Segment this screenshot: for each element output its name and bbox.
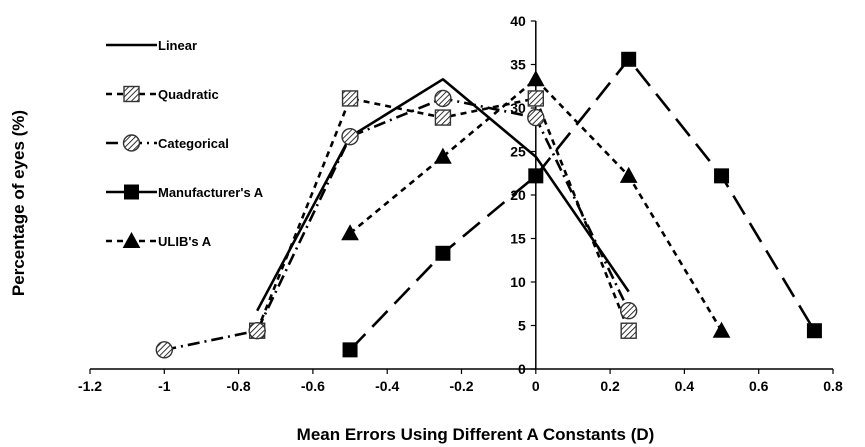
data-point (248, 322, 266, 340)
data-point (527, 108, 545, 127)
x-tick-label: 0.2 (600, 378, 620, 394)
x-tick-label: -0.8 (227, 378, 251, 394)
legend-item: Linear (106, 38, 197, 53)
data-point (341, 128, 359, 146)
x-tick-label: -0.6 (301, 378, 325, 394)
y-tick-label: 40 (510, 13, 526, 29)
legend-item: Manufacturer's A (106, 184, 264, 200)
y-tick-label: 15 (510, 231, 526, 247)
x-tick-label: -1.2 (78, 378, 102, 394)
y-tick-label: 5 (518, 318, 526, 334)
legend-label: ULIB's A (158, 234, 212, 249)
legend-label: Quadratic (158, 87, 219, 102)
x-tick-label: 0.4 (675, 378, 695, 394)
x-tick-label: 0.6 (749, 378, 769, 394)
x-tick-label: -1 (158, 378, 171, 394)
x-tick-label: 0.8 (823, 378, 843, 394)
data-point (155, 341, 174, 359)
data-point (527, 90, 544, 107)
data-point (435, 245, 451, 261)
series-manufacturer-s-a (342, 51, 822, 358)
series-line (349, 78, 723, 332)
legend-marker (124, 184, 139, 200)
series-line (256, 78, 630, 312)
y-tick-label: 10 (510, 274, 526, 290)
series-layer (155, 51, 822, 359)
y-tick-label: 25 (510, 144, 526, 160)
legend-marker (122, 134, 141, 152)
data-point (434, 89, 452, 108)
y-tick-label: 35 (510, 57, 526, 73)
y-tick-label: 20 (510, 187, 526, 203)
data-point (712, 321, 731, 338)
legend-item: ULIB's A (106, 231, 212, 249)
legend: Linear Quadratic Categorical Manufacturer's… (106, 38, 264, 249)
data-point (714, 168, 730, 184)
legend-label: Categorical (158, 136, 229, 151)
data-point (434, 109, 452, 126)
x-axis-title: Mean Errors Using Different A Constants … (297, 425, 655, 444)
x-tick-label: 0 (532, 378, 540, 394)
data-point (806, 323, 822, 339)
x-tick-label: -0.2 (449, 378, 473, 394)
legend-marker (122, 231, 141, 248)
data-point (528, 168, 544, 184)
data-point (621, 51, 637, 67)
axes: -1.2 -1 -0.8 -0.6 -0.4 -0.2 0 0.2 0.4 0.6 0.8 0 5 10 1… (78, 13, 843, 394)
data-point (342, 342, 358, 358)
series-linear (256, 78, 630, 312)
series-line (349, 57, 816, 351)
legend-label: Manufacturer's A (158, 185, 264, 200)
legend-item: Categorical (106, 134, 229, 152)
y-tick-label: 0 (518, 361, 526, 377)
legend-item: Quadratic (106, 85, 219, 103)
data-point (620, 322, 637, 339)
x-tick-label: -0.4 (375, 378, 399, 394)
data-point (434, 147, 452, 164)
data-point (341, 224, 359, 241)
legend-label: Linear (158, 38, 197, 53)
y-axis-title: Percentage of eyes (%) (9, 110, 28, 296)
data-point (341, 90, 359, 107)
series-quadratic (248, 90, 637, 339)
data-point (619, 166, 638, 183)
series-categorical (155, 89, 638, 359)
series-ulib-s-a (341, 70, 731, 338)
data-point (619, 302, 638, 320)
legend-marker (123, 85, 140, 103)
series-line (164, 97, 630, 352)
data-point (526, 70, 545, 87)
